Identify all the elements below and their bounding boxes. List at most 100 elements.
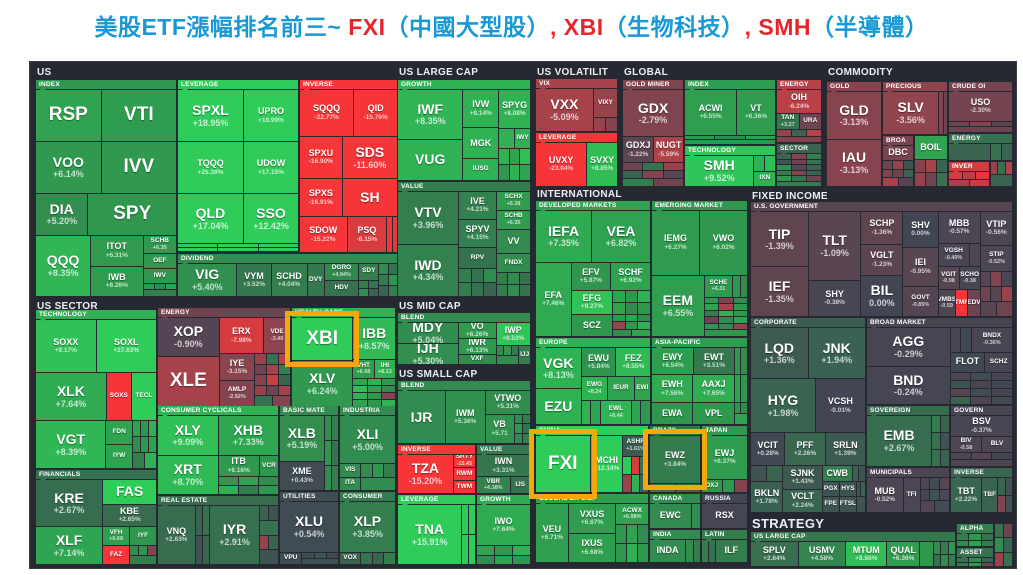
etf-tile-iwb[interactable]: IWB +6.26% [91,266,143,297]
mini-tile[interactable] [992,380,1012,388]
etf-tile-sqqq[interactable]: SQQQ -22.77% [300,90,354,136]
etf-tile-xlf[interactable]: XLF +7.14% [36,527,103,564]
mini-tile[interactable] [509,165,520,180]
mini-tile[interactable] [734,402,741,413]
etf-tile-xhb[interactable]: XHB +7.33% [218,416,278,455]
mini-tile[interactable] [971,380,992,388]
mini-tile[interactable] [777,176,791,181]
mini-tile[interactable] [719,310,733,317]
mini-tile[interactable] [969,534,981,540]
etf-tile-shv[interactable]: SHV 0.00% [903,212,938,247]
mini-tile[interactable] [807,154,821,159]
etf-tile-gdxj[interactable]: GDXJ -1.22% [623,137,654,162]
etf-tile-flot[interactable]: FLOT [950,352,985,372]
mini-tile[interactable] [996,302,1012,316]
mini-tile[interactable] [139,546,148,555]
mosaic-tiles[interactable] [691,504,700,528]
mini-tile[interactable] [326,553,338,558]
mini-tile[interactable] [195,506,203,535]
etf-tile-gdx[interactable]: GDX -2.79% [623,90,683,137]
mini-tile[interactable] [930,489,940,501]
etf-tile-xme[interactable]: XME +0.43% [280,461,324,490]
mini-tile[interactable] [992,372,1012,380]
mini-tile[interactable] [638,290,650,302]
etf-tile-sche[interactable]: SCHE +6.31 [704,275,733,297]
mini-tile[interactable] [623,178,653,186]
mosaic-tiles[interactable] [496,346,519,364]
mosaic-tiles[interactable] [980,272,1012,316]
etf-tile-fpe[interactable]: FPE [822,497,839,513]
mini-tile[interactable] [1002,287,1012,302]
mosaic-tiles[interactable] [883,160,913,186]
etf-tile-ieur[interactable]: IEUR [608,377,634,401]
mini-tile[interactable] [969,243,980,267]
mini-tile[interactable] [792,165,806,170]
etf-tile-tan[interactable]: TAN +3.27 [777,114,799,130]
mini-tile[interactable] [625,314,638,322]
etf-tile-kre[interactable]: KRE +2.67% [36,480,103,527]
mini-tile[interactable] [792,130,806,136]
etf-tile-ftsl[interactable]: FTSL [839,497,856,513]
etf-tile-xlv[interactable]: XLV +6.24% [292,361,353,406]
mosaic-tiles[interactable] [920,478,949,512]
mini-tile[interactable] [767,466,783,482]
etf-tile-ijj[interactable]: IJJ [519,346,530,364]
mini-tile[interactable] [693,540,700,562]
mini-tile[interactable] [625,302,638,314]
etf-tile-xlb[interactable]: XLB +5.19% [280,416,324,461]
mini-tile[interactable] [777,159,791,164]
etf-tile-usmv[interactable]: USMV +4.58% [798,542,846,566]
etf-tile-vtwo[interactable]: VTWO +5.31% [485,391,530,414]
mosaic-tiles[interactable] [915,159,947,186]
etf-tile-ivv[interactable]: IVV [101,141,176,193]
mosaic-tiles[interactable] [777,154,821,186]
mini-tile[interactable] [616,544,627,562]
etf-tile-sso[interactable]: SSO +12.42% [243,194,298,243]
mosaic-tiles[interactable] [623,162,683,186]
mini-tile[interactable] [663,162,683,170]
etf-tile-hdv[interactable]: HDV [324,280,358,296]
mini-tile[interactable] [218,486,238,494]
etf-tile-fndx[interactable]: FNDX [497,253,530,272]
etf-tile-vht[interactable]: VHT +6.58 [353,359,374,379]
mosaic-tiles[interactable] [497,272,530,296]
mini-tile[interactable] [686,540,693,562]
mini-tile[interactable] [519,284,530,296]
mini-tile[interactable] [203,506,210,535]
mini-tile[interactable] [324,466,331,490]
mini-tile[interactable] [324,416,331,440]
mini-tile[interactable] [704,330,747,336]
mosaic-tiles[interactable] [754,156,775,171]
mini-tile[interactable] [593,118,605,131]
mini-tile[interactable] [991,287,1002,302]
mini-tile[interactable] [471,269,484,283]
mini-tile[interactable] [353,393,367,400]
mosaic-tiles[interactable] [302,553,338,564]
etf-tile-ief[interactable]: IEF -1.35% [751,267,809,316]
etf-tile-tqqq[interactable]: TQQQ +25.38% [178,142,243,194]
mini-tile[interactable] [255,354,267,364]
etf-tile-ewg[interactable]: EWG +8.24 [581,377,608,401]
mini-tile[interactable] [939,92,943,134]
mini-tile[interactable] [269,535,278,550]
mini-tile[interactable] [992,452,1012,459]
etf-tile-scz[interactable]: SCZ [571,314,613,336]
mini-tile[interactable] [951,452,971,459]
etf-tile-oih[interactable]: OIH -6.24% [777,90,821,114]
etf-tile-xrt[interactable]: XRT +8.70% [158,455,218,494]
mini-tile[interactable] [950,328,961,352]
etf-tile-schd[interactable]: SCHD +4.04% [271,264,307,296]
mini-tile[interactable] [941,542,948,554]
mini-tile[interactable] [372,464,384,477]
mini-tile[interactable] [632,329,650,336]
mini-tile[interactable] [218,477,238,486]
mosaic-tiles[interactable] [998,478,1012,512]
mini-tile[interactable] [893,169,903,178]
mosaic-tiles[interactable] [353,379,395,406]
mini-tile[interactable] [625,290,638,302]
mini-tile[interactable] [495,546,512,555]
mini-tile[interactable] [950,396,971,404]
mini-tile[interactable] [381,379,395,386]
etf-tile-scho[interactable]: SCHO -0.38 [959,267,980,290]
mini-tile[interactable] [926,173,936,186]
